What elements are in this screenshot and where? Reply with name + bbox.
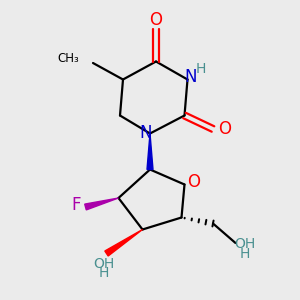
- Polygon shape: [105, 230, 142, 256]
- Polygon shape: [85, 198, 118, 210]
- Text: N: N: [184, 68, 197, 85]
- Text: O: O: [188, 173, 201, 191]
- Text: OH: OH: [93, 257, 114, 271]
- Text: O: O: [218, 120, 231, 138]
- Text: H: H: [98, 266, 109, 280]
- Text: N: N: [139, 124, 152, 142]
- Text: OH: OH: [235, 238, 256, 251]
- Text: H: H: [240, 247, 250, 260]
- Polygon shape: [147, 134, 153, 169]
- Text: O: O: [149, 11, 163, 29]
- Text: H: H: [196, 62, 206, 76]
- Text: F: F: [71, 196, 81, 214]
- Text: CH₃: CH₃: [58, 52, 80, 65]
